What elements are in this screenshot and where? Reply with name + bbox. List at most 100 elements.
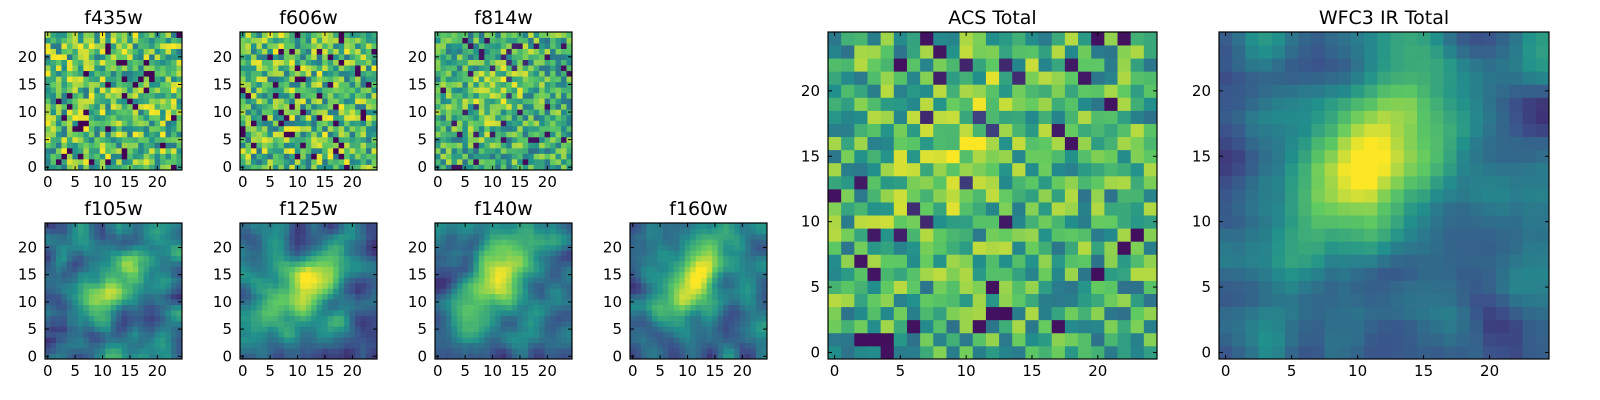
heatmap-cell [294,65,301,72]
heatmap-cell [701,228,708,235]
heatmap-cell [684,282,691,289]
heatmap-cell [333,223,340,229]
heatmap-cell [349,277,356,284]
heatmap-cell [828,332,842,347]
heatmap-cell [695,271,702,278]
heatmap-cell [999,202,1013,216]
heatmap-cell [165,315,172,322]
heatmap-cell [1038,162,1053,177]
heatmap-cell [673,239,680,246]
heatmap-cell [305,326,312,333]
heatmap-cell [456,299,463,305]
heatmap-cell [701,244,708,251]
heatmap-cell [528,43,535,49]
heatmap-cell [256,277,263,284]
heatmap-cell [245,76,252,83]
heatmap-cell [445,37,452,44]
heatmap-cell [171,266,177,273]
heatmap-cell [344,136,350,143]
heatmap-cell [338,261,345,267]
heatmap-cell [138,54,145,60]
heatmap-cell [316,310,323,316]
heatmap-cell [451,109,458,116]
heatmap-cell [338,304,345,311]
heatmap-cell [489,103,496,110]
heatmap-cell [305,299,312,305]
heatmap-cell [1078,241,1092,255]
heatmap-cell [333,98,340,105]
heatmap-cell [484,299,491,305]
heatmap-cell [435,120,441,127]
heatmap-cell [311,326,318,333]
heatmap-cell [506,48,513,55]
heatmap-cell [640,277,647,284]
heatmap-cell [657,293,664,300]
heatmap-cell [61,255,68,262]
heatmap-cell [165,120,172,127]
heatmap-cell [77,136,84,143]
heatmap-cell [300,233,307,240]
heatmap-cell [920,162,934,177]
heatmap-cell [756,282,762,289]
heatmap-cell [555,271,562,278]
heatmap-cell [673,348,680,354]
heatmap-cell [489,320,496,327]
heatmap-cell [500,250,507,257]
heatmap-cell [316,109,323,116]
heatmap-cell [240,228,246,235]
heatmap-cell [723,277,730,284]
heatmap-cell [360,48,367,55]
y-tick-label: 15 [408,75,427,93]
heatmap-cell [66,136,73,143]
heatmap-cell [750,288,757,295]
heatmap-cell [316,326,323,333]
heatmap-cell [50,266,57,273]
heatmap-cell [473,233,480,240]
heatmap-cell [333,37,340,44]
heatmap-cell [83,81,90,88]
heatmap-cell [739,233,746,240]
heatmap-cell [506,125,513,132]
heatmap-cell [360,37,367,44]
heatmap-cell [316,76,323,83]
heatmap-cell [440,320,447,327]
heatmap-cell [484,131,491,138]
heatmap-cell [679,261,686,267]
heatmap-cell [55,223,62,229]
heatmap-cell [1117,162,1132,177]
heatmap-cell [72,87,79,94]
heatmap-cell [717,277,724,284]
heatmap-cell [712,288,719,295]
heatmap-cell [94,70,101,77]
heatmap-cell [528,131,535,138]
heatmap-cell [1064,162,1079,177]
heatmap-cell [640,331,647,338]
heatmap-cell [489,98,496,105]
heatmap-cell [500,337,507,344]
heatmap-cell [522,37,529,44]
heatmap-cell [143,81,150,88]
heatmap-cell [1038,332,1053,347]
heatmap-cell [706,348,713,354]
heatmap-cell [322,299,329,305]
heatmap-cell [256,239,263,246]
heatmap-cell [132,331,139,338]
heatmap-cell [50,331,57,338]
heatmap-cell [240,315,246,322]
heatmap-cell [349,261,356,267]
heatmap-cell [728,233,735,240]
heatmap-cell [349,266,356,273]
heatmap-cell [500,304,507,311]
heatmap-cell [132,320,139,327]
heatmap-cell [761,255,768,262]
heatmap-cell [245,120,252,127]
heatmap-cell [272,223,279,229]
heatmap-cell [349,76,356,83]
heatmap-cell [489,342,496,349]
heatmap-cell [94,142,101,149]
heatmap-cell [278,304,285,311]
heatmap-cell [99,142,106,149]
heatmap-cell [854,332,868,347]
heatmap-cell [533,223,540,229]
heatmap-cell [445,261,452,267]
